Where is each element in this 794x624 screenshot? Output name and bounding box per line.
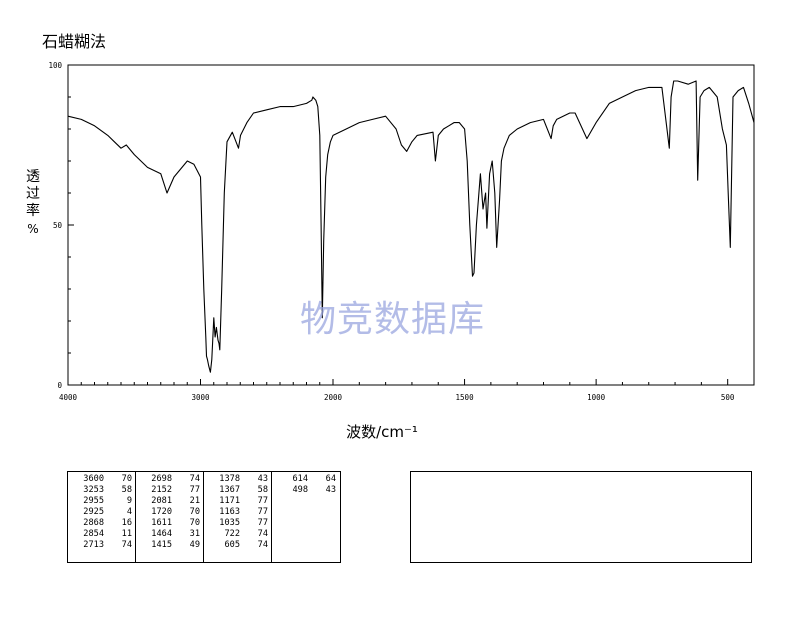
peak-row: 1163 77 <box>204 507 271 518</box>
peak-row: 722 74 <box>204 529 271 540</box>
axis-ticks <box>68 96 729 385</box>
peak-wavenumber: 2081 <box>151 496 172 506</box>
peak-row: 3253 58 <box>68 485 135 496</box>
peak-row: 1611 70 <box>136 518 203 529</box>
peak-transmittance: 11 <box>121 529 132 539</box>
y-axis-label-char-2: 过 <box>26 186 40 202</box>
peak-transmittance: 16 <box>121 518 132 528</box>
peak-wavenumber: 2713 <box>83 540 104 550</box>
peak-transmittance: 49 <box>189 540 200 550</box>
y-tick-label: 0 <box>57 381 62 390</box>
y-axis-label-char-3: 率 <box>26 202 40 219</box>
peak-row: 2955 9 <box>68 496 135 507</box>
ir-spectrum-chart: 4000 3000 2000 1500 1000 500 0 50 100 波数/cm⁻¹ 透… <box>26 61 755 441</box>
peak-transmittance: 31 <box>189 529 200 539</box>
peak-row: 2713 74 <box>68 540 135 551</box>
peak-transmittance: 4 <box>126 507 132 517</box>
peak-wavenumber: 3253 <box>83 485 104 495</box>
peak-row: 605 74 <box>204 540 271 551</box>
peak-row: 2854 11 <box>68 529 135 540</box>
peak-wavenumber: 1378 <box>219 474 240 484</box>
peak-transmittance: 70 <box>189 518 200 528</box>
x-tick-label: 4000 <box>59 393 78 402</box>
x-tick-labels: 4000 3000 2000 1500 1000 500 <box>59 393 735 402</box>
peak-row: 498 43 <box>272 485 340 496</box>
peak-column: 2698 74 2152 77 2081 21 1720 70 1611 70 1464 31 1415… <box>136 472 204 562</box>
peak-column: 614 64 498 43 <box>272 472 340 562</box>
peak-transmittance: 74 <box>257 540 268 550</box>
peak-row: 2081 21 <box>136 496 203 507</box>
peak-column: 1378 43 1367 58 1171 77 1163 77 1035 77 722 74 605 74 <box>204 472 272 562</box>
peak-table: 3600 70 3253 58 2955 9 2925 4 2868 16 2854 11 2713 74… <box>67 471 341 563</box>
peak-wavenumber: 722 <box>224 529 240 539</box>
peak-transmittance: 77 <box>189 485 200 495</box>
peak-transmittance: 74 <box>189 474 200 484</box>
peak-wavenumber: 1163 <box>219 507 240 517</box>
peak-wavenumber: 1464 <box>151 529 172 539</box>
x-tick-label: 3000 <box>191 393 210 402</box>
peak-wavenumber: 1035 <box>219 518 240 528</box>
peak-transmittance: 58 <box>257 485 268 495</box>
peak-transmittance: 77 <box>257 518 268 528</box>
peak-row: 1171 77 <box>204 496 271 507</box>
peak-row: 1464 31 <box>136 529 203 540</box>
peak-wavenumber: 3600 <box>83 474 104 484</box>
peak-row: 1367 58 <box>204 485 271 496</box>
peak-row: 1035 77 <box>204 518 271 529</box>
spectrum-line <box>67 80 755 373</box>
peak-transmittance: 43 <box>325 485 336 495</box>
peak-row: 3600 70 <box>68 474 135 485</box>
peak-row: 2868 16 <box>68 518 135 529</box>
y-tick-label: 50 <box>53 221 63 230</box>
peak-row: 1378 43 <box>204 474 271 485</box>
x-axis-label: 波数/cm⁻¹ <box>346 423 418 441</box>
peak-wavenumber: 498 <box>292 485 308 495</box>
peak-transmittance: 70 <box>121 474 132 484</box>
peak-wavenumber: 2925 <box>83 507 104 517</box>
peak-wavenumber: 1367 <box>219 485 240 495</box>
peak-transmittance: 77 <box>257 496 268 506</box>
peak-row: 1720 70 <box>136 507 203 518</box>
peak-transmittance: 74 <box>257 529 268 539</box>
peak-wavenumber: 614 <box>292 474 308 484</box>
info-box <box>410 471 752 563</box>
peak-wavenumber: 2955 <box>83 496 104 506</box>
peak-transmittance: 9 <box>126 496 132 506</box>
peak-wavenumber: 605 <box>224 540 240 550</box>
peak-row: 1415 49 <box>136 540 203 551</box>
peak-wavenumber: 2152 <box>151 485 172 495</box>
peak-wavenumber: 2698 <box>151 474 172 484</box>
y-axis-label-unit: % <box>27 222 38 236</box>
x-tick-label: 1000 <box>587 393 606 402</box>
peak-transmittance: 64 <box>325 474 336 484</box>
peak-row: 2925 4 <box>68 507 135 518</box>
x-tick-label: 2000 <box>324 393 343 402</box>
peak-transmittance: 70 <box>189 507 200 517</box>
peak-row: 2152 77 <box>136 485 203 496</box>
y-axis-label-char-1: 透 <box>26 169 40 185</box>
peak-wavenumber: 1720 <box>151 507 172 517</box>
y-tick-labels: 0 50 100 <box>48 61 62 390</box>
x-tick-label: 1500 <box>456 393 475 402</box>
spectrum-title: 石蜡糊法 <box>42 32 107 51</box>
peak-wavenumber: 2854 <box>83 529 104 539</box>
peak-wavenumber: 1415 <box>151 540 172 550</box>
peak-transmittance: 21 <box>189 496 200 506</box>
peak-transmittance: 74 <box>121 540 132 550</box>
peak-column: 3600 70 3253 58 2955 9 2925 4 2868 16 2854 11 2713 74 <box>68 472 136 562</box>
watermark: 物竞数据库 <box>300 299 486 340</box>
x-tick-label: 500 <box>721 393 735 402</box>
peak-row: 614 64 <box>272 474 340 485</box>
peak-transmittance: 58 <box>121 485 132 495</box>
peak-row: 2698 74 <box>136 474 203 485</box>
y-axis-label: 透 过 率 % <box>26 169 40 236</box>
peak-wavenumber: 1611 <box>151 518 172 528</box>
peak-wavenumber: 2868 <box>83 518 104 528</box>
peak-wavenumber: 1171 <box>219 496 240 506</box>
y-tick-label: 100 <box>48 61 62 70</box>
peak-transmittance: 43 <box>257 474 268 484</box>
peak-transmittance: 77 <box>257 507 268 517</box>
